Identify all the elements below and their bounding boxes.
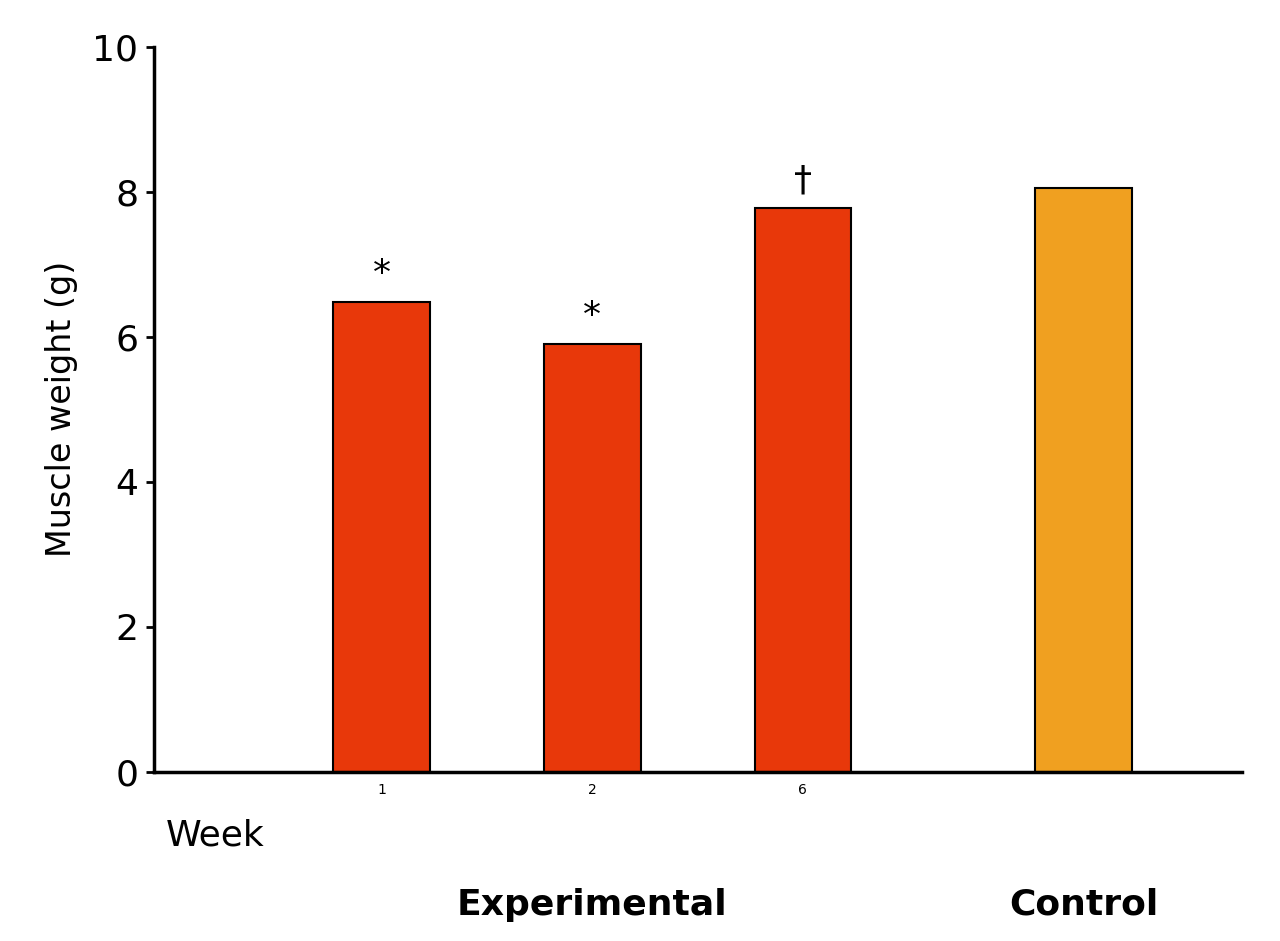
Bar <box>755 208 851 772</box>
Bar <box>544 344 640 772</box>
Text: *: * <box>372 257 390 291</box>
Bar <box>334 302 430 772</box>
Text: Experimental: Experimental <box>457 887 727 921</box>
Text: Control: Control <box>1009 887 1158 921</box>
Text: Week: Week <box>165 819 265 853</box>
Text: †: † <box>794 163 812 197</box>
Y-axis label: Muscle weight (g): Muscle weight (g) <box>45 262 78 557</box>
Bar <box>1036 188 1132 772</box>
Text: *: * <box>584 299 602 333</box>
